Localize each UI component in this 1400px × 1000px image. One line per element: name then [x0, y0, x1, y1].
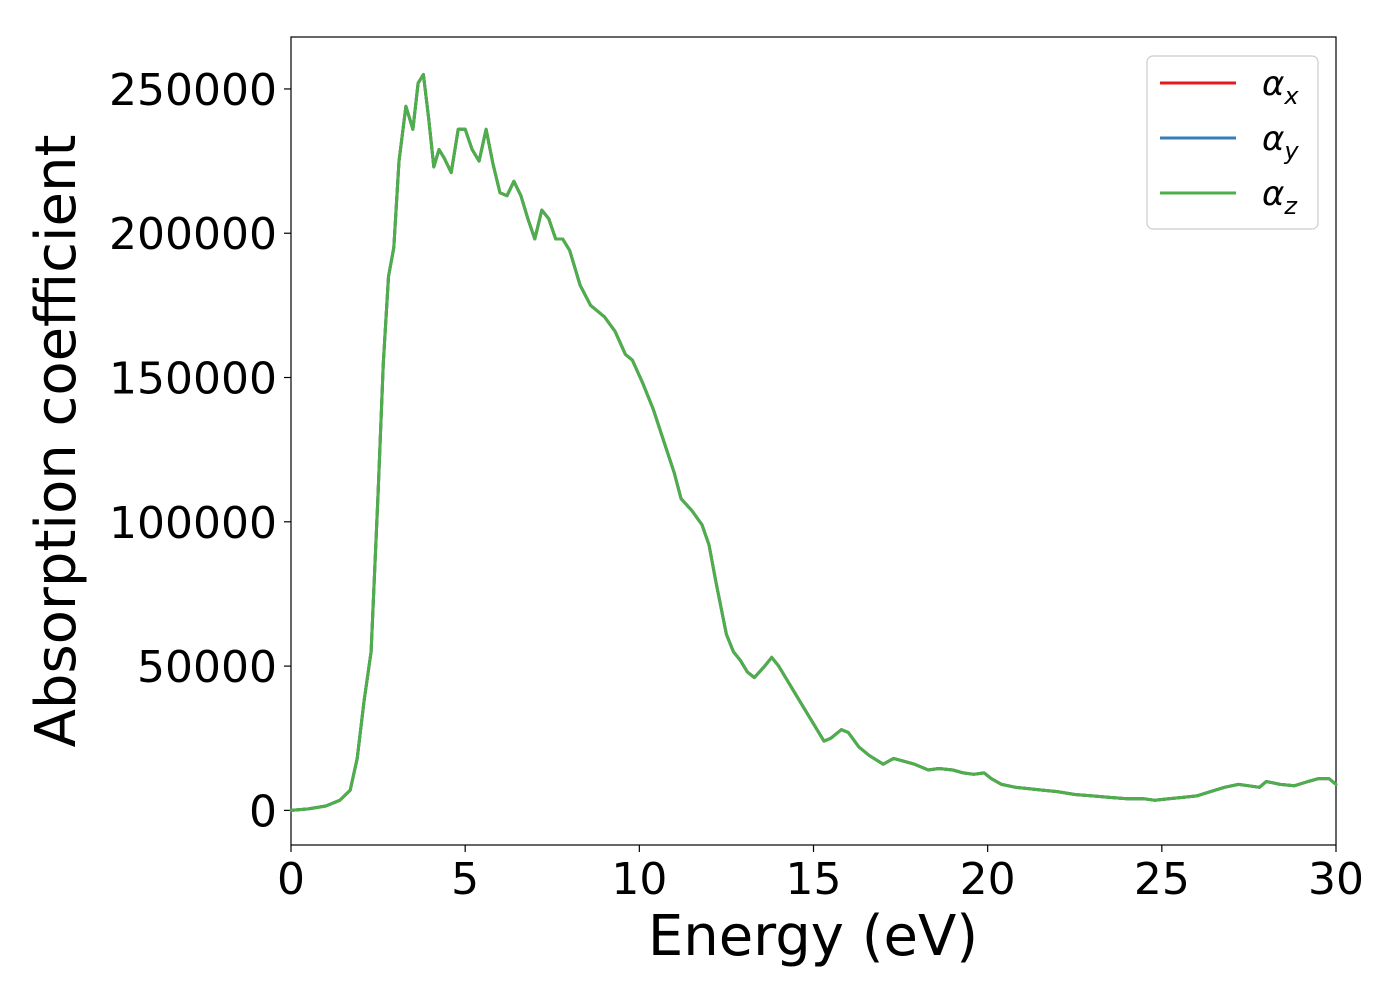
series-lines [289, 73, 1338, 812]
y-axis-label: Absorption coefficient [24, 135, 89, 748]
x-tick-label: 15 [786, 854, 842, 905]
y-tick-label: 0 [249, 786, 277, 837]
y-tick-label: 250000 [109, 65, 277, 116]
y-tick-label: 150000 [109, 354, 277, 405]
x-tick-label: 5 [451, 854, 479, 905]
y-tick-label: 200000 [109, 209, 277, 260]
x-axis-label: Energy (eV) [648, 904, 978, 969]
y-tick-label: 50000 [137, 642, 277, 693]
series-line-alpha-z [289, 73, 1338, 812]
x-tick-label: 25 [1134, 854, 1190, 905]
x-tick-label: 30 [1308, 854, 1364, 905]
x-tick-label: 20 [960, 854, 1016, 905]
legend-box [1146, 55, 1319, 230]
x-tick-label: 10 [611, 854, 667, 905]
x-axis-ticks: 0 5 10 15 20 25 30 [277, 845, 1364, 905]
x-tick-label: 0 [277, 854, 305, 905]
y-axis-ticks: 0 50000 100000 150000 200000 250000 [109, 65, 291, 837]
y-tick-label: 100000 [109, 498, 277, 549]
